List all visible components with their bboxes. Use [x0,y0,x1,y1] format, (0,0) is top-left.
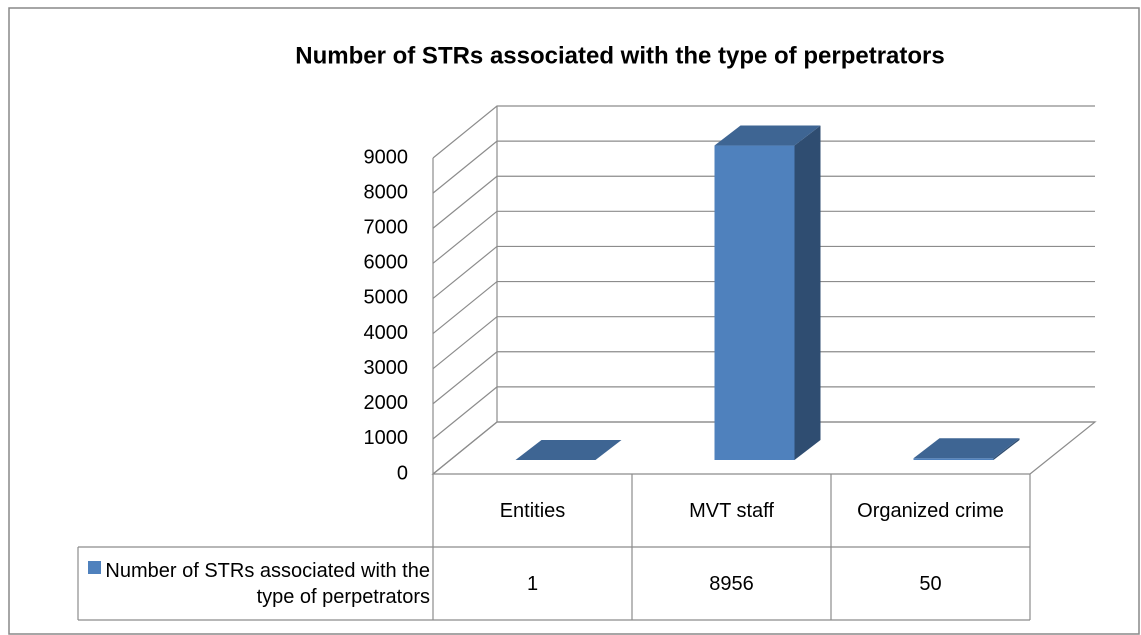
y-tick-label: 8000 [364,181,409,203]
y-tick-label: 7000 [364,217,409,239]
table-value: 1 [526,572,539,595]
grid-line [432,386,1095,440]
y-tick-label: 5000 [364,287,409,309]
y-tick-label: 0 [397,462,408,484]
legend-label: Number of STRs associated with the type … [105,559,430,608]
y-tick-label: 3000 [364,357,409,379]
bar-side [595,439,622,460]
table-value: 50 [919,572,942,595]
bar [515,439,622,460]
grid-line [432,421,1095,475]
grid-line [432,175,1095,229]
table-value: 8956 [709,572,754,595]
bar-top [515,439,622,460]
bar-side [794,125,821,460]
y-tick-label: 2000 [364,392,409,414]
bar-top [714,125,821,146]
chart-border [8,7,1140,635]
y-tick-label: 4000 [364,322,409,344]
grid-line [432,210,1095,264]
grid-line [432,105,1095,159]
x-tick-label: Entities [499,499,566,522]
y-tick-label: 6000 [364,252,409,274]
bar [714,125,821,460]
y-tick-label: 1000 [364,427,409,449]
y-tick-label: 9000 [364,146,409,168]
grid-line [432,316,1095,370]
grid-line [432,245,1095,299]
bar [913,438,1020,460]
grid-line [432,351,1095,405]
grid-line [432,140,1095,194]
bar-front [714,145,795,460]
legend-swatch [88,561,101,574]
x-tick-label: Organized crime [857,499,1004,522]
bar-top [913,438,1020,459]
chart-title: Number of STRs associated with the type … [295,42,944,69]
bar-front [913,458,994,460]
x-tick-label: MVT staff [689,499,774,522]
grid-line [432,280,1095,335]
bar-side [993,438,1020,460]
